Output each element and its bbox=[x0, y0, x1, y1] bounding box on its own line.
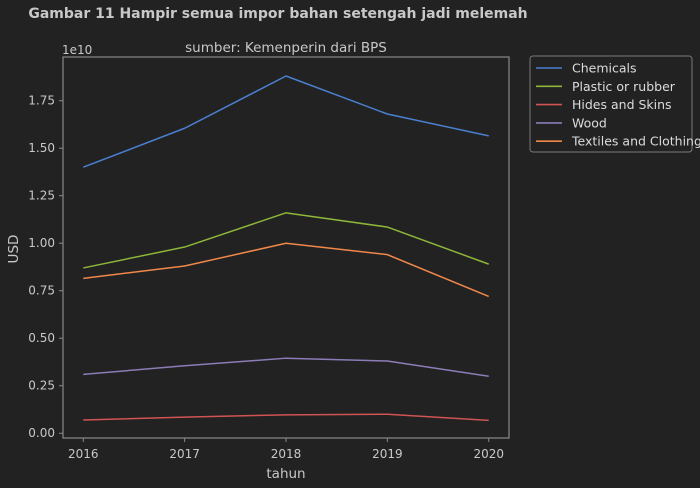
legend-label: Textiles and Clothing bbox=[571, 134, 700, 149]
y-axis-label: USD bbox=[6, 235, 22, 264]
legend: Chemicals Plastic or rubber Hides and Skin… bbox=[529, 55, 700, 153]
y-tick-label: 1.50 bbox=[28, 141, 55, 155]
legend-frame bbox=[529, 55, 693, 153]
figure-suptitle: Gambar 11 Hampir semua impor bahan seten… bbox=[28, 6, 527, 22]
series-line-wood bbox=[83, 357, 489, 377]
chart-title: sumber: Kemenperin dari BPS bbox=[185, 40, 387, 56]
series-line-plastic-or-rubber bbox=[83, 212, 489, 269]
y-tick-label: 0.00 bbox=[28, 426, 55, 440]
y-tick-label: 1.25 bbox=[28, 189, 55, 203]
series-lines bbox=[83, 75, 490, 422]
y-tick-label: 1.00 bbox=[28, 236, 55, 250]
x-tick-label: 2020 bbox=[473, 447, 504, 461]
x-tick-label: 2016 bbox=[68, 447, 99, 461]
x-tick-label: 2018 bbox=[271, 447, 302, 461]
series-line-hides-and-skins bbox=[83, 413, 489, 422]
x-tick-label: 2017 bbox=[169, 447, 200, 461]
y-offset-text: 1e10 bbox=[62, 43, 92, 57]
y-tick-label: 1.75 bbox=[28, 94, 55, 108]
x-tick-label: 2019 bbox=[372, 447, 403, 461]
x-axis: 2016 2017 2018 2019 2020 bbox=[68, 438, 504, 461]
series-line-textiles-and-clothing bbox=[83, 242, 490, 298]
series-line-chemicals bbox=[83, 75, 489, 168]
y-axis: 0.00 0.25 0.50 0.75 1.00 1.25 1.50 1.75 bbox=[28, 94, 63, 440]
y-tick-label: 0.25 bbox=[28, 379, 55, 393]
y-tick-label: 0.50 bbox=[28, 331, 55, 345]
legend-label: Hides and Skins bbox=[572, 97, 672, 112]
y-tick-label: 0.75 bbox=[28, 284, 55, 298]
legend-label: Chemicals bbox=[572, 61, 637, 76]
legend-label: Plastic or rubber bbox=[572, 79, 676, 94]
x-axis-label: tahun bbox=[266, 466, 305, 482]
legend-label: Wood bbox=[572, 115, 607, 130]
